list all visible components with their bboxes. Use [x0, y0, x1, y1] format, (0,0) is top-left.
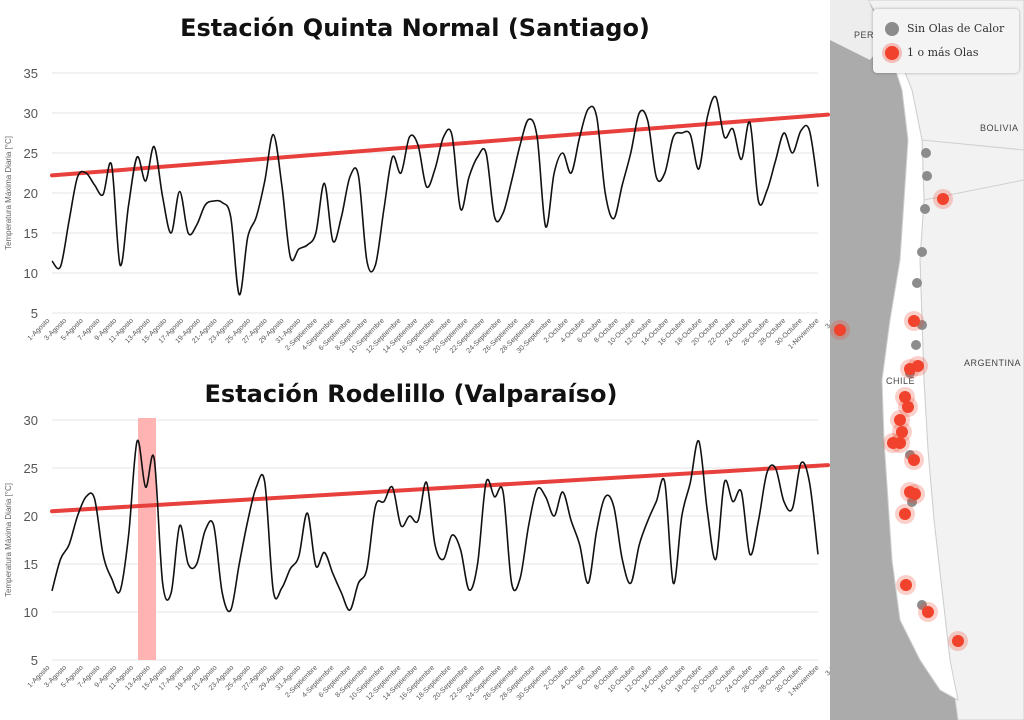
station-marker-waves[interactable]: [937, 193, 949, 205]
legend-item-waves: 1 o más Olas: [885, 46, 978, 60]
chart-valparaiso: 5 10 15 20 25 30 Temperatura Máxima Diaria [°C…: [4, 413, 830, 702]
station-marker-waves[interactable]: [834, 324, 846, 336]
y-tick-label: 25: [24, 146, 38, 161]
station-marker-no-waves[interactable]: [912, 278, 922, 288]
gray-dot-icon: [885, 22, 899, 36]
station-markers: [830, 148, 968, 651]
station-marker-waves[interactable]: [899, 391, 911, 403]
station-marker-no-waves[interactable]: [917, 247, 927, 257]
legend-label-no-waves: Sin Olas de Calor: [907, 22, 1005, 35]
station-marker-waves[interactable]: [952, 635, 964, 647]
station-marker-waves[interactable]: [900, 579, 912, 591]
y-axis-label: Temperatura Máxima Diaria [°C]: [4, 136, 13, 250]
station-marker-waves[interactable]: [902, 401, 914, 413]
trend-line: [50, 463, 830, 514]
temperature-series-line: [51, 439, 819, 613]
station-marker-waves[interactable]: [908, 454, 920, 466]
peru-land: [830, 0, 886, 60]
station-marker-no-waves[interactable]: [921, 148, 931, 158]
red-dot-icon: [885, 46, 899, 60]
heatwave-highlight-band: [138, 418, 156, 660]
y-tick-label: 10: [24, 605, 38, 620]
station-marker-waves[interactable]: [899, 508, 911, 520]
y-tick-label: 20: [24, 186, 38, 201]
x-tick-label: 3-N: [824, 664, 830, 677]
legend-label-waves: 1 o más Olas: [907, 46, 979, 59]
chart-title-valparaiso: Estación Rodelillo (Valparaíso): [204, 380, 618, 408]
x-tick-label: 3-N: [824, 317, 830, 330]
y-tick-label: 10: [24, 266, 38, 281]
trend-line: [50, 112, 830, 178]
map-legend: Sin Olas de Calor 1 o más Olas: [873, 9, 1019, 73]
station-marker-no-waves[interactable]: [922, 171, 932, 181]
station-marker-waves[interactable]: [922, 606, 934, 618]
y-tick-label: 30: [24, 106, 38, 121]
chart-title-santiago: Estación Quinta Normal (Santiago): [180, 14, 650, 42]
y-tick-label: 25: [24, 461, 38, 476]
x-tick-label: 1-Noviembre: [787, 317, 820, 350]
legend-item-no-waves: Sin Olas de Calor: [885, 22, 1004, 36]
chart-santiago: 5 10 15 20 25 30 35 Temperatura Máxima Diaria […: [4, 66, 830, 355]
chile-map[interactable]: PERÚ BOLIVIA ARGENTINA CHILE: [830, 0, 1024, 720]
y-tick-label: 15: [24, 226, 38, 241]
y-axis-label: Temperatura Máxima Diaria [°C]: [4, 483, 13, 597]
station-marker-waves[interactable]: [908, 315, 920, 327]
temperature-series-line: [51, 95, 819, 296]
y-tick-label: 5: [31, 306, 38, 321]
y-tick-label: 30: [24, 413, 38, 428]
station-marker-waves[interactable]: [887, 437, 899, 449]
station-marker-waves[interactable]: [896, 426, 908, 438]
station-marker-no-waves[interactable]: [911, 340, 921, 350]
label-chile: CHILE: [886, 376, 916, 386]
station-marker-no-waves[interactable]: [920, 204, 930, 214]
station-marker-waves[interactable]: [909, 488, 921, 500]
x-tick-label: 1-Noviembre: [787, 664, 820, 697]
label-argentina: ARGENTINA: [964, 358, 1022, 368]
label-peru: PERÚ: [854, 30, 882, 40]
station-marker-waves[interactable]: [912, 360, 924, 372]
station-marker-waves[interactable]: [894, 414, 906, 426]
y-tick-label: 5: [31, 653, 38, 668]
y-tick-label: 15: [24, 557, 38, 572]
y-tick-label: 20: [24, 509, 38, 524]
y-tick-label: 35: [24, 66, 38, 81]
label-bolivia: BOLIVIA: [980, 123, 1019, 133]
